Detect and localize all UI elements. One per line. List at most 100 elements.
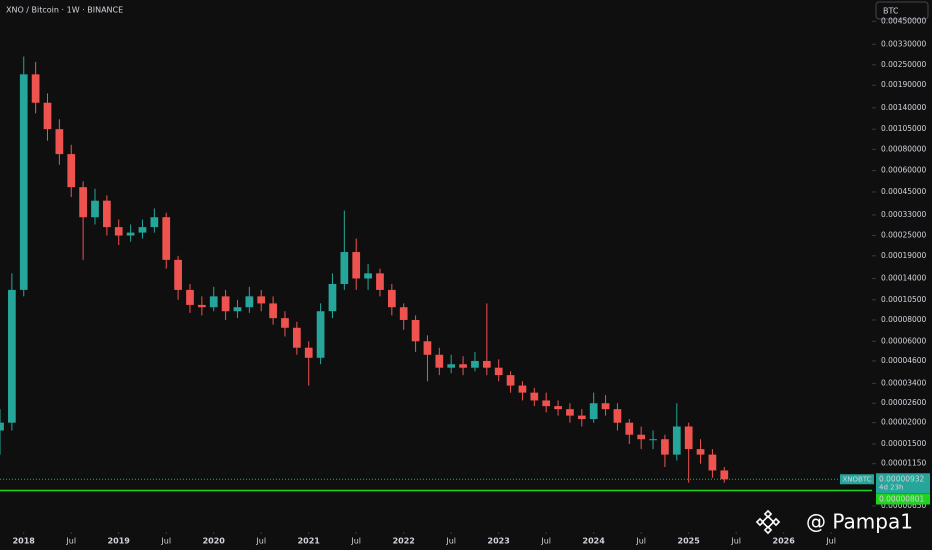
- candle-body: [352, 252, 361, 279]
- candle-body: [126, 232, 135, 236]
- y-tick-label: 0.00014000: [881, 273, 927, 282]
- y-tick-label: 0.00002000: [881, 418, 927, 427]
- candle-body: [387, 289, 396, 308]
- candle-body: [221, 296, 230, 312]
- candle-body: [589, 403, 598, 420]
- candle-body: [19, 74, 28, 290]
- y-tick-label: 0.00105000: [881, 124, 927, 133]
- y-tick-label: 0.00003400: [881, 378, 927, 387]
- y-tick-label: 0.00004600: [881, 356, 927, 365]
- y-tick-label: 0.00190000: [881, 80, 927, 89]
- x-tick-label: 2026: [773, 537, 796, 546]
- candle-body: [79, 187, 87, 218]
- x-tick-label: Jul: [160, 537, 171, 546]
- y-tick-label: 0.00033000: [881, 210, 927, 219]
- candle-body: [494, 367, 503, 376]
- y-tick-label: 0.00080000: [881, 144, 927, 153]
- candle-body: [566, 409, 574, 416]
- x-tick-label: Jul: [635, 537, 646, 546]
- candle-body: [459, 364, 467, 368]
- candle-body: [292, 327, 301, 348]
- x-tick-label: 2019: [108, 537, 131, 546]
- candle-body: [684, 426, 693, 450]
- last-price-label: 0.00000932: [879, 474, 925, 483]
- candle-body: [672, 426, 681, 455]
- y-tick-label: 0.00019000: [881, 251, 927, 260]
- x-tick-label: Jul: [65, 537, 76, 546]
- x-tick-label: Jul: [445, 537, 456, 546]
- candle-body: [577, 415, 586, 420]
- candle-body: [316, 311, 325, 358]
- watermark-logo: [755, 509, 781, 535]
- candle-body: [364, 273, 372, 279]
- candle-body: [55, 129, 64, 155]
- candle-body: [8, 289, 16, 423]
- candle-body: [471, 360, 479, 368]
- candle-body: [411, 319, 420, 342]
- y-tick-label: 0.00450000: [881, 16, 927, 25]
- chart-title: XNO / Bitcoin · 1W · BINANCE: [6, 6, 123, 15]
- candle-body: [304, 347, 313, 358]
- candle-body: [399, 307, 408, 320]
- candle-body: [530, 392, 539, 401]
- candle-body: [257, 296, 266, 304]
- candle-body: [518, 385, 527, 393]
- candle-body: [435, 354, 444, 368]
- candle-body: [91, 200, 99, 218]
- candle-body: [637, 434, 646, 440]
- candle-body: [209, 296, 218, 308]
- candle-body: [649, 439, 657, 441]
- candle-body: [601, 403, 610, 410]
- y-tick-label: 0.00001500: [881, 439, 927, 448]
- candle-body: [554, 406, 562, 410]
- y-tick-label: 0.00140000: [881, 103, 927, 112]
- candle-body: [43, 102, 52, 130]
- candle-body: [423, 341, 432, 355]
- level-label: 0.00000801: [879, 494, 925, 503]
- candle-body: [708, 454, 717, 471]
- candle-body: [506, 375, 515, 386]
- y-tick-label: 0.00001150: [881, 459, 927, 468]
- candle-body: [114, 227, 123, 236]
- candle-body: [138, 227, 147, 233]
- y-tick-label: 0.00002600: [881, 398, 927, 407]
- candle-body: [197, 304, 206, 308]
- x-tick-label: Jul: [540, 537, 551, 546]
- candle-body: [150, 217, 159, 228]
- y-tick-label: 0.00045000: [881, 187, 927, 196]
- candle-body: [447, 364, 456, 368]
- candle-body: [269, 303, 277, 319]
- x-tick-label: 2021: [298, 537, 321, 546]
- symbol-box: [840, 474, 874, 485]
- candle-body: [661, 439, 669, 455]
- candle-body: [625, 422, 634, 435]
- y-tick-label: 0.00000650: [881, 501, 927, 510]
- symbol-label: XNOBTC: [842, 475, 871, 483]
- x-tick-label: 2023: [488, 537, 510, 546]
- y-tick-label: 0.00025000: [881, 231, 927, 240]
- y-tick-label: 0.00330000: [881, 39, 927, 48]
- watermark: @ Pampa1: [806, 510, 913, 534]
- candle-body: [0, 422, 4, 431]
- y-tick-label: 0.00250000: [881, 60, 927, 69]
- y-tick-label: 0.00060000: [881, 166, 927, 175]
- level-label-box: [876, 493, 930, 505]
- x-tick-label: 2024: [583, 537, 606, 546]
- candle-body: [720, 470, 729, 480]
- x-tick-label: Jul: [350, 537, 361, 546]
- x-tick-label: 2025: [678, 537, 701, 546]
- candle-body: [103, 200, 111, 228]
- currency-box[interactable]: [875, 1, 929, 20]
- candle-body: [67, 154, 76, 188]
- candle-body: [31, 74, 40, 103]
- x-tick-label: 2022: [393, 537, 415, 546]
- candle-body: [174, 259, 182, 290]
- x-tick-label: Jul: [825, 537, 836, 546]
- countdown: 4d 23h: [879, 483, 903, 491]
- candle-body: [233, 307, 242, 312]
- currency[interactable]: BTC: [883, 7, 899, 16]
- candle-body: [328, 283, 337, 312]
